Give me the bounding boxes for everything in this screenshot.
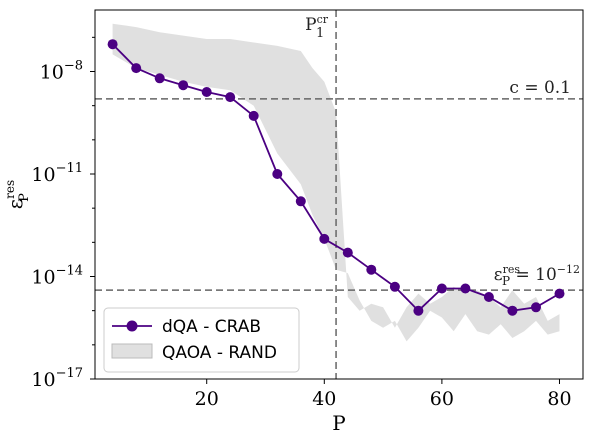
y-axis-label-sub: P	[17, 193, 32, 202]
y-tick-label: 10−8	[40, 59, 83, 84]
dqa-crab-point	[319, 233, 330, 244]
dqa-crab-point	[248, 110, 259, 121]
eps-annot-exp: −12	[557, 263, 580, 276]
eps-annot-base: ε	[494, 265, 503, 285]
x-tick-label: 60	[430, 388, 454, 410]
legend-dqa-marker	[126, 320, 138, 332]
y-tick-label: 10−14	[31, 264, 83, 289]
dqa-crab-point	[295, 196, 306, 207]
x-tick-label: 20	[195, 388, 219, 410]
y-axis-label-sup: res	[3, 180, 17, 199]
x-tick-label: 40	[312, 388, 336, 410]
dqa-crab-point	[389, 281, 400, 292]
dqa-crab-point	[272, 169, 283, 179]
dqa-crab-point	[107, 39, 118, 50]
y-tick-base: 10	[31, 369, 55, 391]
x-ticks: 20 40 60 80	[195, 379, 572, 410]
plot-frame	[94, 9, 584, 380]
legend-box	[103, 307, 300, 373]
dqa-crab-point	[460, 283, 471, 294]
c-threshold-annotation: c = 0.1	[509, 78, 571, 98]
x-tick-label: 80	[547, 388, 571, 410]
dqa-crab-point	[436, 283, 447, 294]
legend-qaoa-label: QAOA - RAND	[162, 343, 277, 363]
dqa-crab-point	[131, 63, 142, 74]
qaoa-rand-band	[112, 23, 560, 342]
eps-annot-sub: P	[502, 274, 510, 288]
dqa-crab-point	[201, 87, 212, 97]
y-tick-exponent: −14	[56, 264, 83, 279]
y-tick-base: 10	[31, 267, 55, 289]
dqa-crab-point	[413, 305, 424, 316]
y-tick-exponent: −17	[56, 366, 83, 381]
y-tick-base: 10	[40, 62, 64, 84]
dqa-crab-point	[483, 292, 494, 302]
y-tick-label: 10−11	[31, 161, 83, 186]
dqa-crab-point	[178, 80, 189, 91]
y-axis-label-base: ε	[3, 199, 27, 209]
legend-dqa-label: dQA - CRAB	[162, 317, 261, 337]
critical-p-annotation: Pcr 1	[305, 13, 329, 41]
dqa-crab-point	[507, 305, 518, 316]
dqa-crab-point	[531, 302, 541, 313]
dqa-crab-points	[107, 39, 565, 316]
p-annot-sup: cr	[317, 13, 329, 26]
y-tick-label: 10−17	[31, 366, 83, 391]
y-axis-label: εresP	[3, 180, 32, 209]
dqa-crab-point	[225, 92, 236, 103]
eps-annot-sup: res	[503, 263, 521, 276]
legend: dQA - CRAB QAOA - RAND	[103, 307, 300, 373]
p-annot-sub: 1	[316, 26, 324, 41]
eps-annot-rest: = 10	[510, 265, 557, 285]
dqa-crab-point	[342, 247, 353, 258]
p-annot-base: P	[305, 15, 316, 35]
dqa-crab-point	[366, 264, 377, 275]
dqa-crab-point	[554, 288, 565, 299]
dqa-crab-point	[154, 73, 165, 84]
legend-qaoa-patch	[111, 343, 153, 359]
y-tick-base: 10	[31, 164, 55, 186]
eps-threshold-annotation: εres P = 10−12	[494, 263, 580, 288]
x-axis-label: P	[332, 411, 345, 435]
y-tick-exponent: −8	[64, 59, 83, 74]
y-tick-exponent: −11	[56, 161, 83, 176]
